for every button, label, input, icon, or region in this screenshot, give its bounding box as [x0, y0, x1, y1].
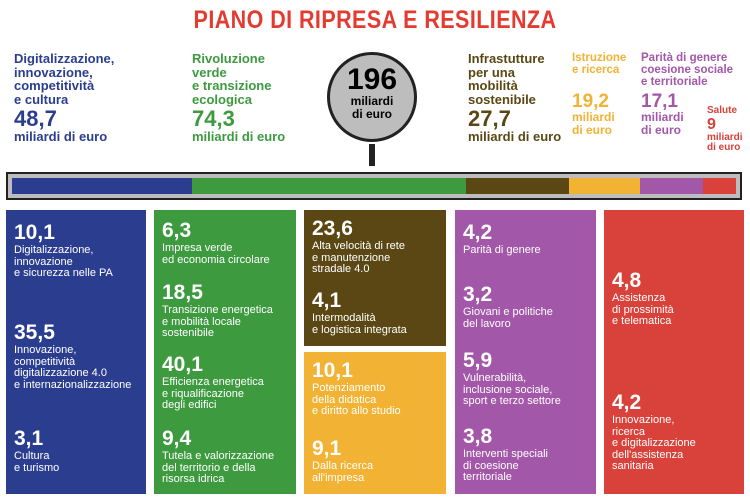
- mission-unit: miliardi di euro: [192, 128, 286, 144]
- item-label: Potenziamento della didatica e diritto a…: [312, 382, 401, 418]
- panel-item: 3,8 Interventi speciali di coesione terri…: [463, 426, 592, 484]
- item-value: 4,8: [612, 269, 642, 292]
- panel-item: 9,1 Dalla ricerca all'impresa: [312, 438, 442, 484]
- item-value: 40,1: [162, 353, 203, 376]
- panel-item: 10,1 Digitalizzazione, innovazione e sicu…: [14, 222, 142, 280]
- bar-segment-digitalizzazione: [12, 178, 192, 194]
- panel-salute: 4,8 Assistenza di prossimità e telematica…: [604, 210, 744, 494]
- item-value: 5,9: [463, 349, 493, 372]
- panel-item: 6,3 Impresa verde ed economia circolare: [162, 220, 292, 266]
- connector-line: [369, 144, 375, 166]
- panel-item: 4,8 Assistenza di prossimità e telematica: [612, 270, 740, 328]
- item-value: 35,5: [14, 321, 55, 344]
- item-label: Transizione energetica e mobilità locale…: [162, 304, 273, 340]
- panel-item: 4,2 Innovazione, ricerca e digitalizzazio…: [612, 392, 740, 473]
- bar-segment-parita: [639, 178, 703, 194]
- item-value: 3,2: [463, 283, 493, 306]
- mission-value: 19,2: [572, 91, 609, 113]
- bar-segment-salute: [702, 178, 736, 194]
- mission-unit: miliardi di euro: [468, 128, 562, 144]
- mission-name: Digitalizzazione, innovazione, competiti…: [14, 51, 115, 107]
- total-circle: 196 miliardi di euro: [327, 52, 417, 142]
- item-value: 10,1: [312, 359, 353, 382]
- item-label: Assistenza di prossimità e telematica: [612, 292, 674, 328]
- item-label: Alta velocità di rete e manutenzione str…: [312, 240, 405, 276]
- mission-digitalizzazione: Digitalizzazione, innovazione, competiti…: [14, 52, 184, 143]
- item-value: 9,1: [312, 437, 342, 460]
- mission-value: 27,7: [468, 105, 511, 131]
- item-value: 18,5: [162, 281, 203, 304]
- mission-parita: Parità di genere coesione sociale e terr…: [641, 52, 750, 136]
- mission-name: Istruzione e ricerca: [572, 52, 627, 77]
- item-value: 9,4: [162, 427, 192, 450]
- panel-rivoluzione-verde: 6,3 Impresa verde ed economia circolare 1…: [154, 210, 296, 494]
- panel-item: 18,5 Transizione energetica e mobilità lo…: [162, 282, 292, 340]
- panel-item: 3,1 Cultura e turismo: [14, 428, 142, 474]
- mission-name: Rivoluzione verde e transizione ecologic…: [192, 51, 272, 107]
- mission-istruzione: Istruzione e ricerca 19,2 miliardi di eu…: [572, 52, 640, 136]
- mission-value: 9: [707, 115, 716, 133]
- item-label: Tutela e valorizzazione del territorio e…: [162, 450, 275, 486]
- item-value: 23,6: [312, 217, 353, 240]
- item-label: Parità di genere: [463, 244, 541, 256]
- panel-item: 5,9 Vulnerabilità, inclusione sociale, sp…: [463, 350, 592, 408]
- item-label: Efficienza energetica e riqualificazione…: [162, 376, 264, 412]
- mission-value: 17,1: [641, 91, 678, 113]
- item-value: 3,8: [463, 425, 493, 448]
- item-value: 3,1: [14, 427, 44, 450]
- item-value: 4,2: [463, 221, 493, 244]
- item-label: Digitalizzazione, innovazione e sicurezz…: [14, 244, 113, 280]
- bar-segment-istruzione: [568, 178, 640, 194]
- panel-item: 4,2 Parità di genere: [463, 222, 592, 257]
- item-label: Impresa verde ed economia circolare: [162, 242, 270, 266]
- allocation-bar-frame: [6, 172, 742, 200]
- mission-name: Parità di genere coesione sociale e terr…: [641, 52, 734, 89]
- item-value: 4,2: [612, 391, 642, 414]
- panel-item: 23,6 Alta velocità di rete e manutenzione…: [312, 218, 442, 276]
- panel-item: 9,4 Tutela e valorizzazione del territori…: [162, 428, 292, 486]
- mission-unit: miliardi di euro: [641, 110, 684, 137]
- panel-parita: 4,2 Parità di genere 3,2 Giovani e politic…: [455, 210, 596, 494]
- item-label: Dalla ricerca all'impresa: [312, 460, 374, 484]
- total-label: miliardi di euro: [350, 94, 394, 121]
- mission-infrastrutture: Infrastutture per una mobilità sostenibi…: [468, 52, 573, 143]
- item-value: 6,3: [162, 219, 192, 242]
- bar-segment-infrastrutture: [466, 178, 569, 194]
- mission-unit: miliardi di euro: [707, 131, 743, 153]
- panel-item: 35,5 Innovazione, competitività digitaliz…: [14, 322, 142, 391]
- panel-item: 10,1 Potenziamento della didatica e dirit…: [312, 360, 442, 418]
- panel-infrastrutture: 23,6 Alta velocità di rete e manutenzione…: [304, 210, 446, 346]
- item-value: 10,1: [14, 221, 55, 244]
- mission-unit: miliardi di euro: [572, 110, 615, 137]
- mission-unit: miliardi di euro: [14, 128, 108, 144]
- panel-istruzione: 10,1 Potenziamento della didatica e dirit…: [304, 352, 446, 494]
- total-value: 196: [346, 63, 398, 96]
- panel-item: 3,2 Giovani e politiche del lavoro: [463, 284, 592, 330]
- item-label: Innovazione, competitività digitalizzazi…: [14, 344, 132, 391]
- item-label: Giovani e politiche del lavoro: [463, 306, 553, 330]
- mission-value: 74,3: [192, 105, 235, 131]
- chart-title: PIANO DI RIPRESA E RESILIENZA: [193, 6, 557, 34]
- item-label: Intermodalità e logistica integrata: [312, 312, 407, 336]
- mission-name: Infrastutture per una mobilità sostenibi…: [468, 51, 545, 107]
- panel-item: 4,1 Intermodalità e logistica integrata: [312, 290, 442, 336]
- mission-salute: Salute 9 miliardi di euro: [707, 105, 750, 154]
- item-label: Cultura e turismo: [14, 450, 60, 474]
- mission-value: 48,7: [14, 105, 57, 131]
- panel-digitalizzazione: 10,1 Digitalizzazione, innovazione e sicu…: [6, 210, 146, 494]
- mission-rivoluzione-verde: Rivoluzione verde e transizione ecologic…: [192, 52, 322, 143]
- item-label: Interventi speciali di coesione territor…: [463, 448, 548, 484]
- bar-segment-rivoluzione-verde: [191, 178, 467, 194]
- allocation-bar: [12, 178, 736, 194]
- item-value: 4,1: [312, 289, 342, 312]
- panel-item: 40,1 Efficienza energetica e riqualificaz…: [162, 354, 292, 412]
- item-label: Vulnerabilità, inclusione sociale, sport…: [463, 372, 561, 408]
- mission-name: Salute: [707, 105, 738, 116]
- item-label: Innovazione, ricerca e digitalizzazione …: [612, 414, 696, 473]
